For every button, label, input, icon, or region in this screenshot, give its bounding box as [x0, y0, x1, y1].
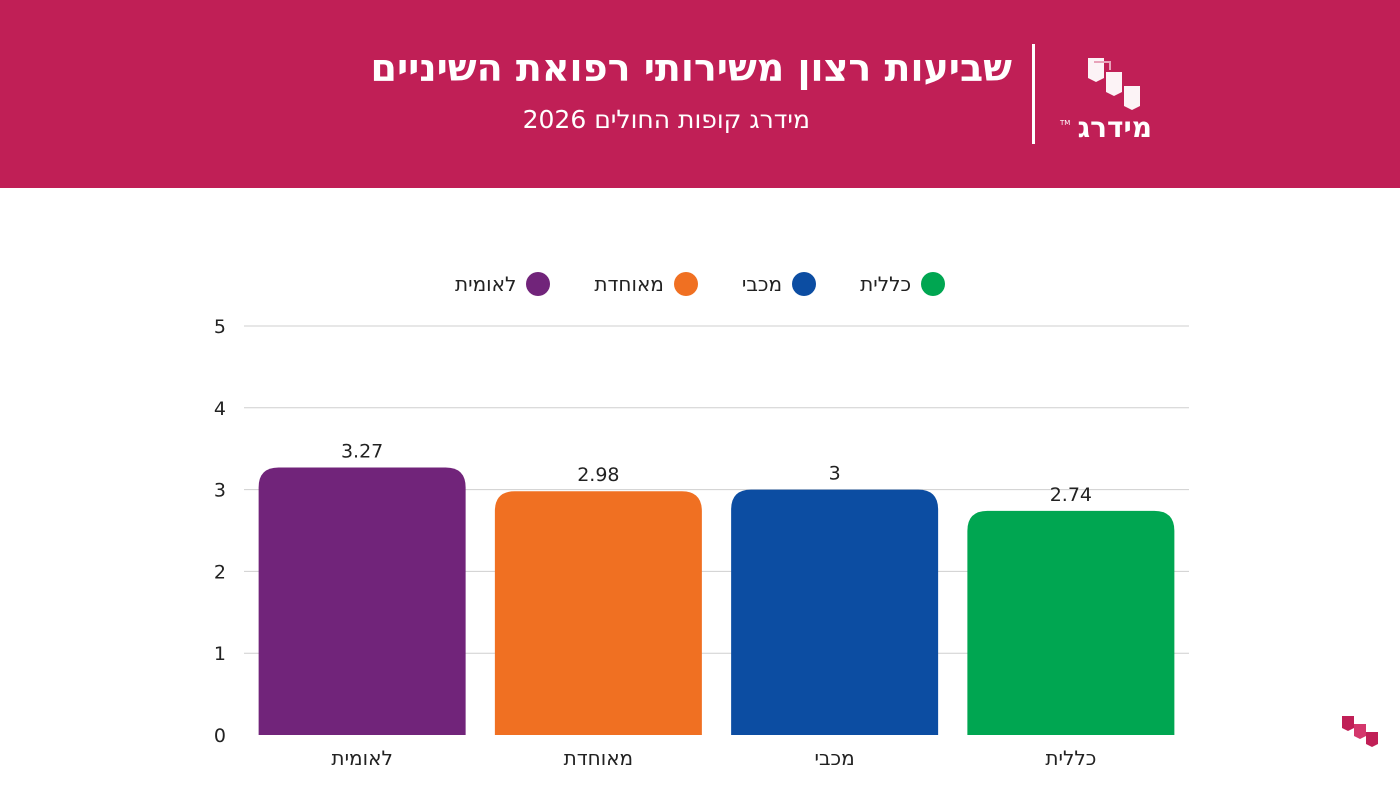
bar-value-label: 2.98	[577, 464, 619, 486]
legend-label: מאוחדת	[594, 272, 664, 296]
bar	[258, 467, 466, 735]
y-tick-label: 4	[214, 398, 226, 420]
x-category-label: לאומית	[331, 746, 392, 770]
bar	[494, 491, 702, 735]
bar-value-label: 3	[829, 463, 841, 485]
y-tick-label: 3	[214, 480, 226, 502]
bar-value-label: 2.74	[1050, 484, 1092, 506]
bar	[731, 489, 939, 735]
y-tick-label: 1	[214, 643, 226, 665]
legend-label: לאומית	[454, 272, 517, 296]
page-title: שביעות רצון משירותי רפואת השיניים	[370, 46, 1012, 90]
legend-swatch	[526, 272, 551, 296]
corner-flags-icon	[1342, 716, 1378, 747]
x-category-label: מכבי	[815, 746, 855, 770]
trademark-mark: TM	[1060, 119, 1071, 127]
legend-swatch	[792, 272, 817, 296]
legend-label: מכבי	[741, 272, 783, 296]
flags-logo-icon	[1088, 58, 1140, 110]
x-category-label: כללית	[1045, 746, 1096, 770]
page-subtitle: מידרג קופות החולים 2026	[522, 105, 810, 134]
legend-item: כללית	[860, 266, 946, 302]
legend-item: לאומית	[454, 266, 551, 302]
legend-swatch	[673, 272, 698, 296]
legend-item: מכבי	[741, 266, 817, 302]
bar	[967, 510, 1175, 735]
x-category-label: מאוחדת	[564, 746, 634, 770]
legend-label: כללית	[860, 272, 912, 296]
header-banner: שביעות רצון משירותי רפואת השיניים מידרג …	[0, 0, 1400, 188]
midrag-logo: TM מידרג	[1060, 52, 1160, 152]
legend-swatch	[921, 272, 946, 296]
chart-legend: כללית מכבי מאוחדת לאומית	[300, 266, 1100, 302]
y-tick-label: 5	[214, 316, 226, 338]
bar-value-label: 3.27	[341, 441, 383, 463]
y-tick-label: 0	[214, 725, 226, 747]
header-divider	[1032, 44, 1035, 144]
y-tick-label: 2	[214, 561, 226, 583]
logo-wordmark: מידרג	[1077, 111, 1152, 144]
legend-item: מאוחדת	[594, 266, 698, 302]
